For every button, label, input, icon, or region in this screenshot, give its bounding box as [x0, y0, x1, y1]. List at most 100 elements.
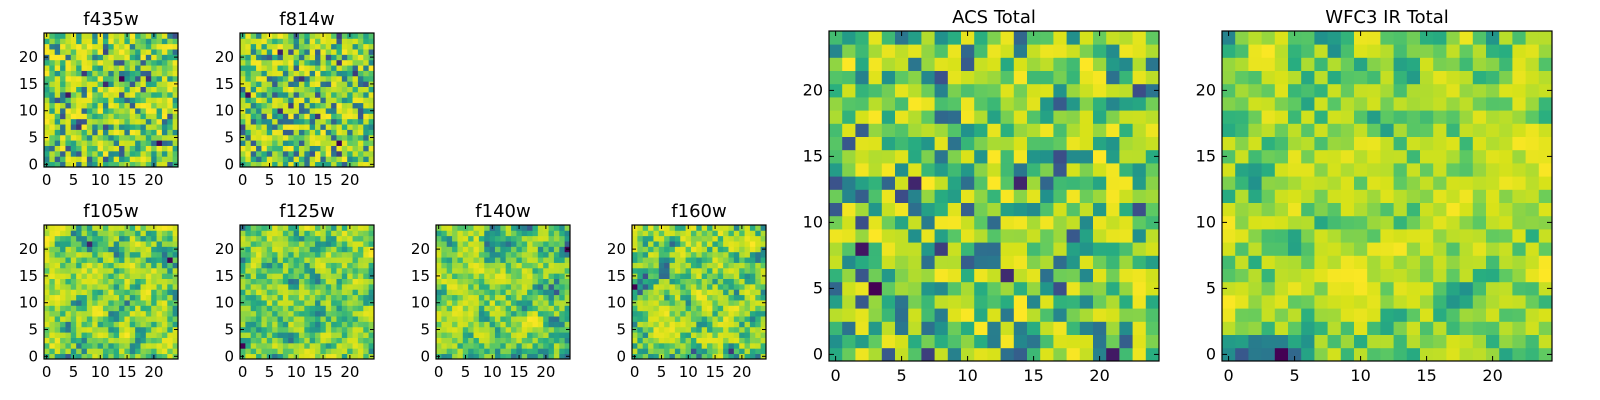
heatmap-cell: [701, 246, 708, 253]
heatmap-cell: [325, 251, 332, 258]
heatmap-cell: [1132, 334, 1147, 349]
heatmap-cell: [250, 108, 257, 114]
heatmap-cell: [564, 251, 571, 258]
heatmap-cell: [54, 129, 61, 136]
heatmap-cell: [352, 97, 359, 104]
heatmap-cell: [298, 289, 305, 296]
heatmap-cell: [108, 65, 115, 71]
heatmap-cell: [648, 342, 654, 349]
heatmap-cell: [1053, 44, 1067, 58]
heatmap-cell: [1433, 189, 1447, 203]
heatmap-cell: [240, 230, 246, 237]
heatmap-cell: [868, 255, 883, 269]
heatmap-cell: [1145, 176, 1160, 190]
heatmap-cell: [1433, 268, 1447, 283]
heatmap-cell: [102, 145, 109, 152]
heatmap-cell: [1000, 136, 1015, 151]
heatmap-cell: [473, 300, 480, 306]
heatmap-cell: [156, 241, 163, 247]
heatmap-cell: [331, 118, 337, 125]
heatmap-cell: [113, 353, 120, 360]
heatmap-cell: [357, 38, 364, 45]
heatmap-cell: [921, 215, 935, 230]
heatmap-cell: [505, 267, 512, 274]
heatmap-cell: [102, 278, 109, 285]
heatmap-cell: [744, 262, 751, 269]
y-tick-label: 5: [224, 321, 234, 339]
heatmap-cell: [881, 70, 896, 85]
heatmap-cell: [102, 267, 109, 274]
heatmap-cell: [717, 332, 724, 338]
heatmap-cell: [129, 102, 136, 109]
heatmap-cell: [908, 189, 922, 203]
heatmap-cell: [140, 113, 147, 120]
heatmap-cell: [1274, 321, 1289, 335]
heatmap-cell: [1093, 255, 1107, 269]
heatmap-cell: [129, 75, 136, 82]
heatmap-cell: [1093, 281, 1107, 296]
heatmap-cell: [102, 102, 109, 109]
heatmap-cell: [304, 283, 311, 290]
heatmap-cell: [717, 316, 724, 322]
heatmap-cell: [70, 91, 77, 98]
heatmap-cell: [65, 102, 72, 109]
heatmap-cell: [293, 278, 300, 285]
heatmap-cell: [108, 246, 115, 253]
heatmap-cell: [842, 123, 856, 137]
heatmap-cell: [1459, 189, 1474, 203]
heatmap-cell: [140, 54, 147, 61]
heatmap-cell: [1354, 229, 1368, 243]
heatmap-cell: [1459, 255, 1474, 269]
heatmap-cell: [108, 108, 115, 114]
heatmap-cell: [696, 337, 703, 344]
heatmap-cell: [452, 326, 458, 333]
heatmap-cell: [336, 300, 343, 306]
heatmap-cell: [1013, 149, 1028, 164]
heatmap-cell: [1486, 347, 1500, 362]
heatmap-cell: [1053, 31, 1067, 45]
heatmap-cell: [272, 246, 278, 253]
heatmap-cell: [108, 241, 115, 247]
heatmap-cell: [1367, 189, 1381, 203]
heatmap-cell: [347, 305, 353, 312]
heatmap-cell: [108, 342, 115, 349]
heatmap-cell: [81, 54, 88, 61]
heatmap-cell: [1066, 83, 1081, 98]
heatmap-cell: [288, 156, 294, 163]
heatmap-cell: [1235, 163, 1249, 177]
heatmap-cell: [478, 321, 485, 328]
heatmap-cell: [102, 86, 109, 93]
y-tick-label: 10: [215, 294, 234, 312]
heatmap-cell: [744, 353, 751, 360]
heatmap-cell: [108, 251, 115, 258]
heatmap-cell: [167, 300, 174, 306]
heatmap-cell: [266, 91, 273, 98]
heatmap-cell: [441, 342, 448, 349]
heatmap-cell: [272, 145, 278, 152]
heatmap-cell: [304, 289, 311, 296]
heatmap-cell: [65, 257, 72, 263]
heatmap-cell: [151, 316, 157, 322]
heatmap-cell: [1222, 308, 1236, 322]
panel-title: f105w: [83, 201, 138, 222]
heatmap-cell: [167, 321, 174, 328]
heatmap-cell: [1053, 136, 1067, 151]
x-tick-label: 15: [1023, 366, 1043, 385]
heatmap-cell: [494, 283, 501, 290]
heatmap-cell: [1027, 334, 1041, 349]
heatmap-cell: [277, 156, 284, 163]
heatmap-cell: [564, 342, 571, 349]
heatmap-cell: [516, 251, 523, 258]
heatmap-cell: [315, 145, 321, 152]
heatmap-cell: [559, 332, 566, 338]
heatmap-cell: [1132, 255, 1147, 269]
heatmap-cell: [637, 267, 644, 274]
heatmap-cell: [347, 81, 353, 87]
heatmap-cell: [277, 113, 284, 120]
heatmap-cell: [304, 161, 311, 168]
heatmap-cell: [86, 337, 93, 344]
heatmap-cell: [669, 316, 676, 322]
heatmap-cell: [250, 353, 257, 360]
heatmap-cell: [1327, 308, 1342, 322]
heatmap-cell: [842, 149, 856, 164]
